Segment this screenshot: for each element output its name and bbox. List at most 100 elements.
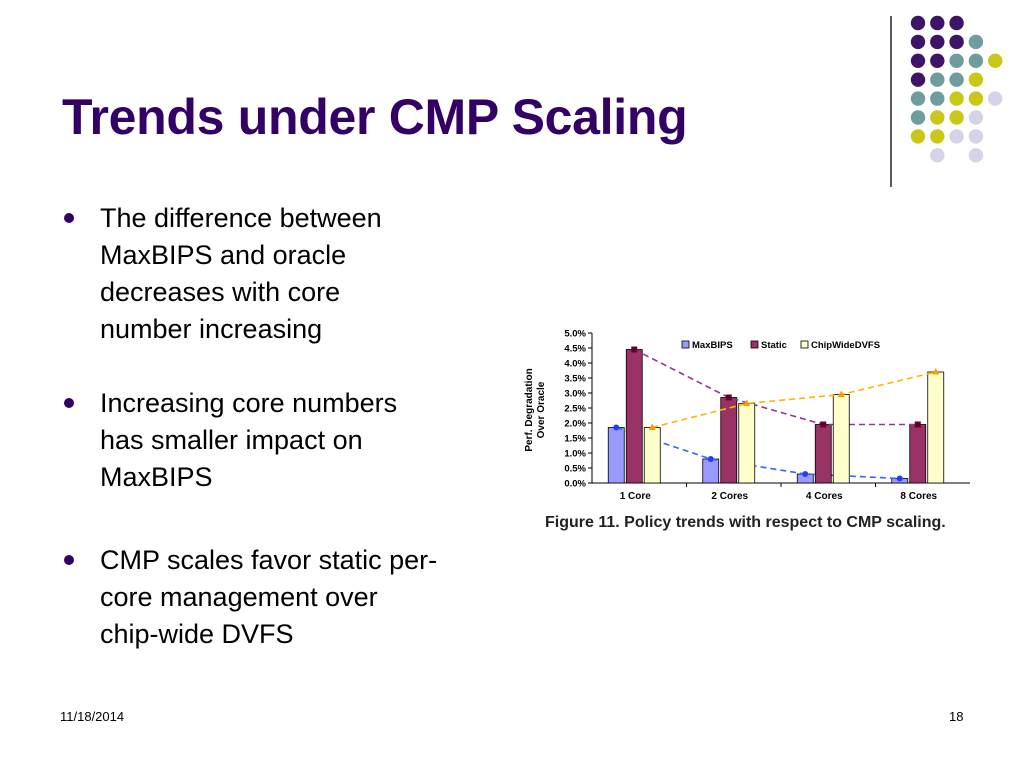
- bullet-line: core management over: [100, 582, 378, 612]
- bullet-line: chip-wide DVFS: [100, 619, 294, 649]
- figure-caption: Figure 11. Policy trends with respect to…: [545, 514, 946, 531]
- bar-maxbips: [607, 427, 625, 484]
- y-tick-label: 5.0%: [564, 329, 586, 340]
- y-tick-label: 1.0%: [564, 449, 586, 460]
- x-tick-label: 1 Core: [620, 491, 652, 502]
- trend-line-maxbips: [615, 426, 900, 480]
- bullet-line: MaxBIPS and oracle: [100, 240, 347, 270]
- y-tick-label: 4.0%: [564, 359, 586, 370]
- bar-chipwidedvfs: [643, 427, 661, 484]
- bullet-line: MaxBIPS: [100, 462, 213, 492]
- bar-chipwidedvfs: [927, 371, 945, 484]
- decor-dot: [968, 129, 984, 144]
- decor-dot: [930, 110, 945, 125]
- bar-static: [909, 424, 927, 484]
- y-tick-label: 2.0%: [564, 419, 586, 430]
- marker-chipwidedvfs: [932, 368, 940, 375]
- x-tick-label: 2 Cores: [711, 491, 748, 502]
- decor-dot: [930, 91, 945, 106]
- decor-dot: [949, 53, 964, 68]
- marker-chipwidedvfs: [648, 423, 656, 430]
- footer-date: 11/18/2014: [60, 709, 125, 724]
- marker-static: [820, 421, 827, 428]
- decor-dot: [949, 15, 964, 31]
- decor-dot: [968, 34, 984, 50]
- bar-chipwidedvfs: [738, 403, 756, 484]
- page-number: 18: [949, 709, 964, 724]
- marker-maxbips: [896, 475, 903, 482]
- bar-chipwidedvfs: [832, 394, 850, 484]
- legend-swatch: [750, 340, 759, 349]
- decor-dot: [949, 129, 964, 144]
- bullet-dot-icon: [64, 213, 74, 223]
- y-axis-label-line: Over Oracle: [536, 381, 547, 438]
- bullet-item: The difference between MaxBIPS and oracl…: [58, 200, 498, 348]
- trend-line-static: [633, 348, 918, 426]
- bar-maxbips: [702, 458, 720, 484]
- y-axis-label-line: Perf. Degradation: [524, 368, 535, 451]
- marker-static: [725, 394, 732, 401]
- legend-label: MaxBIPS: [692, 340, 733, 351]
- decor-dot: [910, 53, 926, 68]
- marker-chipwidedvfs: [837, 390, 845, 397]
- decor-dot: [910, 110, 926, 125]
- decor-dot: [930, 72, 945, 87]
- legend-swatch: [681, 340, 690, 349]
- decor-dot: [968, 91, 984, 106]
- x-tick-label: 4 Cores: [806, 491, 843, 502]
- decor-dot: [910, 91, 926, 106]
- decor-dot: [949, 110, 964, 125]
- legend-swatch: [800, 340, 809, 349]
- decor-dot: [930, 15, 945, 31]
- marker-chipwidedvfs: [743, 399, 751, 406]
- policy-trends-chart: 0.0% 0.5% 1.0% 1.5% 2.0% 2.5% 3.0% 3.5% 4.0% 4.5%…: [524, 329, 970, 502]
- decorative-dot-grid: [910, 15, 1003, 163]
- bullet-line: number increasing: [100, 314, 323, 344]
- decor-dot: [988, 91, 1003, 106]
- decor-dot: [930, 53, 945, 68]
- y-tick-label: 0.0%: [564, 479, 586, 490]
- marker-static: [631, 346, 638, 353]
- bullet-line: CMP scales favor static per-: [100, 545, 438, 575]
- bullet-list: The difference between MaxBIPS and oracl…: [58, 200, 498, 653]
- marker-static: [914, 421, 921, 428]
- decor-dot: [988, 53, 1003, 68]
- divider-line: [890, 16, 892, 187]
- bullet-dot-icon: [64, 555, 74, 565]
- y-tick-label: 1.5%: [564, 434, 586, 445]
- marker-maxbips: [707, 456, 714, 462]
- bullet-line: Increasing core numbers: [100, 388, 398, 418]
- bar-static: [720, 397, 738, 484]
- y-tick-label: 3.5%: [564, 374, 586, 385]
- decor-dot: [910, 15, 926, 31]
- decor-dot: [949, 34, 964, 50]
- marker-maxbips: [802, 471, 809, 477]
- bullet-line: decreases with core: [100, 277, 341, 307]
- legend-label: ChipWideDVFS: [811, 340, 880, 351]
- slide-title: Trends under CMP Scaling: [62, 89, 688, 145]
- bullet-line: has smaller impact on: [100, 425, 363, 455]
- bullet-line: The difference between: [100, 203, 382, 233]
- y-tick-label: 0.5%: [564, 464, 586, 475]
- decor-dot: [949, 72, 964, 87]
- marker-maxbips: [613, 424, 620, 431]
- x-tick-label: 8 Cores: [900, 491, 937, 502]
- y-tick-label: 3.0%: [564, 389, 586, 400]
- decor-dot: [910, 129, 926, 144]
- decor-dot: [910, 72, 926, 87]
- decor-dot: [968, 53, 984, 68]
- trend-line-chipwidedvfs: [652, 371, 936, 429]
- decor-dot: [910, 34, 926, 50]
- y-axis-label: Perf. DegradationOver Oracle: [524, 368, 547, 451]
- y-tick-label: 2.5%: [564, 404, 586, 415]
- decor-dot: [930, 148, 945, 163]
- bullet-item: CMP scales favor static per- core manage…: [58, 542, 498, 653]
- bullet-dot-icon: [64, 398, 74, 408]
- legend-label: Static: [761, 340, 787, 351]
- decor-dot: [968, 110, 984, 125]
- bullet-item: Increasing core numbers has smaller impa…: [58, 385, 498, 496]
- decor-dot: [968, 72, 984, 87]
- y-tick-label: 4.5%: [564, 344, 586, 355]
- decor-dot: [930, 34, 945, 50]
- bar-static: [625, 349, 643, 484]
